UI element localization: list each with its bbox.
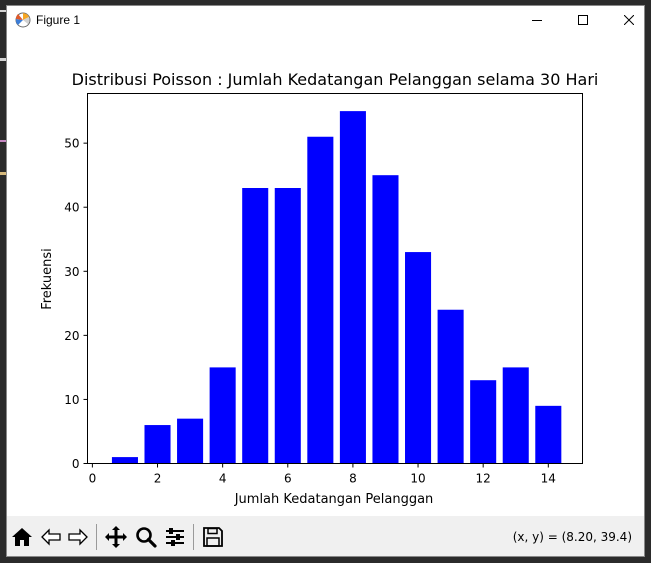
bar-5: [242, 188, 269, 464]
save-button[interactable]: [200, 524, 226, 550]
bar-12: [470, 380, 497, 464]
x-tick-label: 6: [284, 472, 292, 486]
x-tick-label: 0: [89, 472, 97, 486]
close-button[interactable]: [606, 6, 651, 34]
configure-subplots-icon: [166, 528, 184, 546]
minimize-icon: [532, 20, 542, 21]
bar-6: [274, 188, 301, 464]
x-tick-label: 8: [349, 472, 357, 486]
pan-button[interactable]: [103, 524, 129, 550]
back-arrow-icon: [41, 528, 61, 546]
home-button[interactable]: [9, 524, 35, 550]
bar-9: [372, 175, 399, 464]
x-tick-label: 12: [476, 472, 491, 486]
x-tick-label: 10: [410, 472, 425, 486]
bar-11: [437, 309, 464, 464]
bar-1: [111, 457, 138, 464]
forward-button[interactable]: [65, 524, 91, 550]
cursor-coordinates: (x, y) = (8.20, 39.4): [512, 530, 632, 544]
bar-4: [209, 367, 236, 464]
configure-subplots-button[interactable]: [162, 524, 188, 550]
x-tick-label: 14: [541, 472, 556, 486]
zoom-icon: [136, 527, 157, 548]
maximize-button[interactable]: [560, 6, 606, 34]
bar-3: [177, 418, 204, 464]
matplotlib-logo-icon: [15, 12, 31, 28]
minimize-button[interactable]: [514, 6, 560, 34]
pan-icon: [105, 526, 127, 548]
zoom-button[interactable]: [133, 524, 159, 550]
y-tick-label: 40: [64, 201, 79, 215]
figure-canvas[interactable]: Distribusi Poisson : Jumlah Kedatangan P…: [7, 34, 644, 516]
forward-arrow-icon: [68, 528, 88, 546]
navigation-toolbar: (x, y) = (8.20, 39.4): [7, 516, 644, 556]
close-icon: [624, 15, 634, 25]
x-tick-label: 2: [154, 472, 162, 486]
bar-chart: Distribusi Poisson : Jumlah Kedatangan P…: [40, 70, 599, 507]
window-title: Figure 1: [36, 13, 81, 27]
bar-8: [339, 111, 366, 464]
y-tick-label: 20: [64, 329, 79, 343]
y-tick-label: 50: [64, 137, 79, 151]
bar-14: [535, 405, 562, 464]
bar-7: [307, 136, 334, 464]
x-axis-label: Jumlah Kedatangan Pelanggan: [234, 492, 434, 507]
title-bar[interactable]: Figure 1: [7, 6, 644, 34]
toolbar-separator: [193, 524, 194, 550]
bar-13: [502, 367, 529, 464]
y-axis-label: Frekuensi: [40, 248, 55, 310]
maximize-icon: [578, 15, 588, 25]
figure-window: Figure 1 Distribusi Poisson : Jumlah Ked…: [6, 5, 645, 557]
bar-10: [405, 252, 432, 464]
y-tick-label: 30: [64, 265, 79, 279]
bar-2: [144, 425, 171, 464]
plot-frame: [87, 93, 583, 464]
x-tick-label: 4: [219, 472, 227, 486]
y-tick-label: 0: [72, 457, 80, 471]
y-tick-label: 10: [64, 393, 79, 407]
back-button[interactable]: [38, 524, 64, 550]
toolbar-separator: [96, 524, 97, 550]
home-icon: [12, 528, 32, 546]
chart-title: Distribusi Poisson : Jumlah Kedatangan P…: [72, 70, 599, 89]
save-icon: [203, 527, 223, 547]
